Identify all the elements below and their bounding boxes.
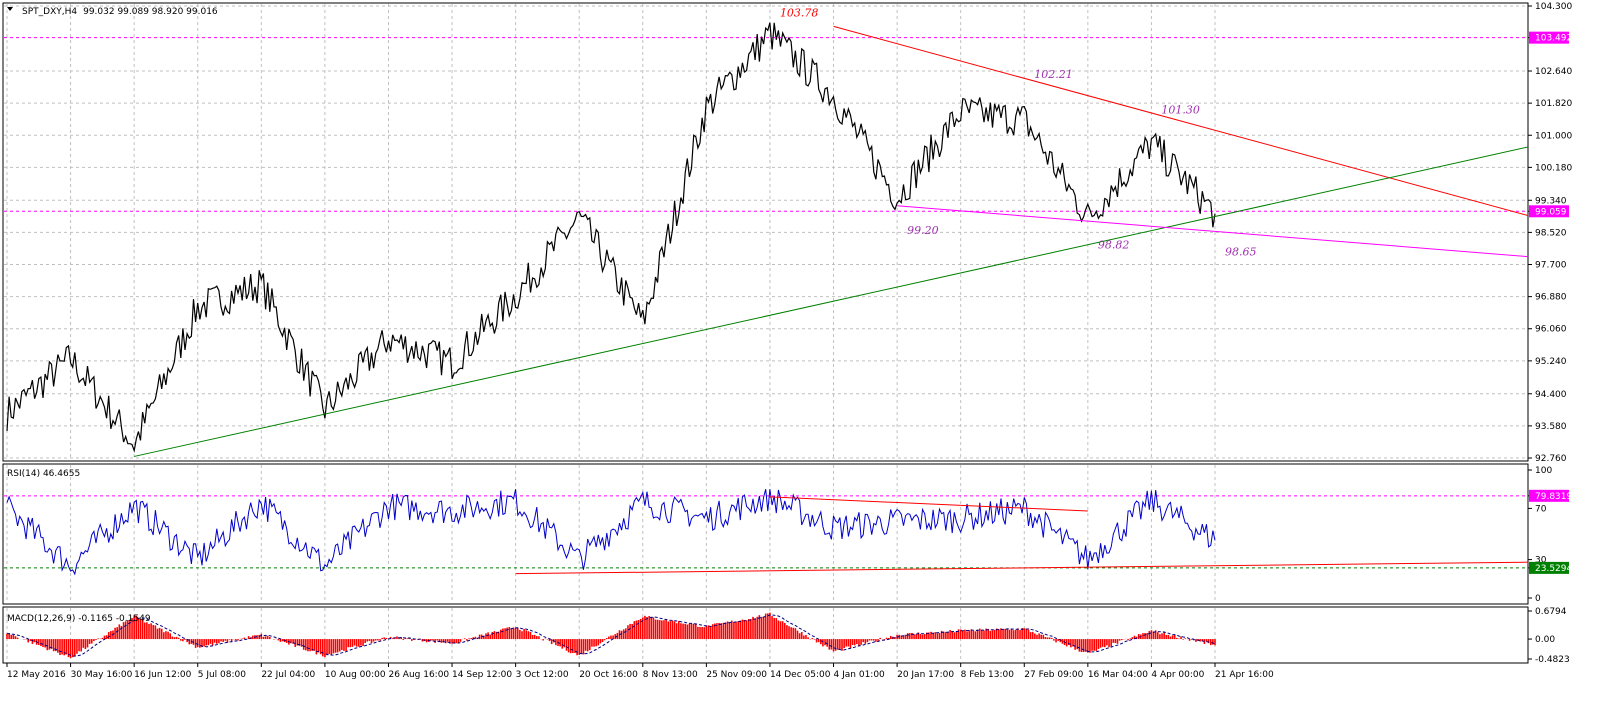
x-tick-label: 3 Oct 12:00: [516, 670, 569, 680]
x-tick-label: 4 Jan 01:00: [834, 670, 886, 680]
y-tick-label: 100.180: [1535, 163, 1572, 173]
x-tick-label: 22 Jul 04:00: [261, 670, 315, 680]
y-highlight-box: [1529, 561, 1569, 574]
macd-signal-line: [6, 614, 1216, 657]
y-tick-label: 94.400: [1535, 390, 1567, 400]
y-tick-label: 93.580: [1535, 422, 1567, 432]
y-highlight-box: [1529, 489, 1569, 502]
y-tick-label: 102.640: [1535, 67, 1572, 77]
trend-layer: [134, 25, 1529, 575]
y-tick-label: 97.700: [1535, 261, 1567, 271]
x-tick-label: 25 Nov 09:00: [706, 670, 767, 680]
y-tick-label: 96.060: [1535, 325, 1567, 335]
y-tick-label-highlight: 103.492: [1535, 34, 1572, 44]
price-annotation: 98.82: [1098, 239, 1130, 252]
x-tick-label: 20 Oct 16:00: [579, 670, 638, 680]
rsi-trendline: [515, 561, 1529, 575]
price-annotation: 103.78: [780, 6, 819, 19]
y-highlight-box: [1529, 205, 1569, 218]
y-tick-label: 30: [1535, 556, 1547, 566]
price-trendline-support: [134, 146, 1529, 457]
y-tick-label: 104.300: [1535, 2, 1572, 12]
y-tick-label-highlight: 79.8319: [1535, 492, 1572, 502]
price-trendline-lower: [897, 205, 1529, 258]
x-tick-label: 5 Jul 08:00: [198, 670, 247, 680]
y-tick-label: 92.760: [1535, 454, 1567, 464]
rsi-pane-frame: [2, 463, 1529, 605]
x-tick-label: 16 Mar 04:00: [1088, 670, 1148, 680]
rsi-trendline: [769, 496, 1088, 512]
annot-layer: 103.78 102.21 101.30 99.20 98.82 98.65: [780, 6, 1257, 258]
y-tick-label: 0.00: [1535, 635, 1555, 645]
series-layer: [6, 22, 1216, 659]
x-tick-label: 4 Apr 00:00: [1151, 670, 1204, 680]
x-tick-label: 12 May 2016: [7, 670, 66, 680]
y-tick-label-highlight: 99.059: [1535, 207, 1567, 217]
price-trendline-resistance: [833, 25, 1529, 217]
y-tick-label: 101.820: [1535, 99, 1572, 109]
macd-pane-title: MACD(12,26,9) -0.1165 -0.1549: [7, 614, 151, 624]
x-tick-label: 8 Feb 13:00: [961, 670, 1015, 680]
y-tick-label: 100: [1535, 466, 1552, 476]
x-tick-label: 21 Apr 16:00: [1215, 670, 1274, 680]
x-tick-label: 16 Jun 12:00: [134, 670, 191, 680]
price-annotation: 101.30: [1161, 104, 1200, 117]
y-tick-label: -0.4823: [1535, 655, 1570, 665]
y-tick-label-highlight: 23.5294: [1535, 564, 1572, 574]
rsi-pane-title: RSI(14) 46.4655: [7, 469, 80, 479]
x-tick-label: 8 Nov 13:00: [643, 670, 698, 680]
price-pane-title: SPT_DXY,H4 99.032 99.089 98.920 99.016: [22, 7, 218, 17]
x-tick-label: 14 Sep 12:00: [452, 670, 512, 680]
y-tick-label: 99.340: [1535, 196, 1567, 206]
y-tick-label: 95.240: [1535, 357, 1567, 367]
y-tick-label: 98.520: [1535, 228, 1567, 238]
x-tick-label: 20 Jan 17:00: [897, 670, 954, 680]
x-tick-label: 14 Dec 05:00: [770, 670, 831, 680]
x-tick-label: 10 Aug 00:00: [325, 670, 386, 680]
y-tick-label: 0.6794: [1535, 607, 1567, 617]
y-highlight-box: [1529, 31, 1569, 44]
x-tick-label: 26 Aug 16:00: [388, 670, 449, 680]
rsi-series-line: [6, 489, 1216, 576]
axis-layer: 12 May 2016 30 May 16:00 16 Jun 12:00 5 Jul…: [6, 2, 1572, 680]
price-series-line: [6, 22, 1216, 453]
y-tick-label: 96.880: [1535, 293, 1567, 303]
level-layer: [4, 37, 1527, 569]
y-tick-label: 70: [1535, 504, 1547, 514]
price-annotation: 98.65: [1225, 245, 1257, 258]
y-tick-label: 101.000: [1535, 131, 1572, 141]
price-annotation: 102.21: [1034, 68, 1073, 81]
price-annotation: 99.20: [907, 224, 939, 237]
chart-menu-arrow-icon[interactable]: [7, 7, 13, 11]
price-pane-frame: [2, 2, 1529, 462]
x-tick-label: 27 Feb 09:00: [1024, 670, 1083, 680]
y-tick-label: 0: [1535, 594, 1541, 604]
x-tick-label: 30 May 16:00: [71, 670, 133, 680]
